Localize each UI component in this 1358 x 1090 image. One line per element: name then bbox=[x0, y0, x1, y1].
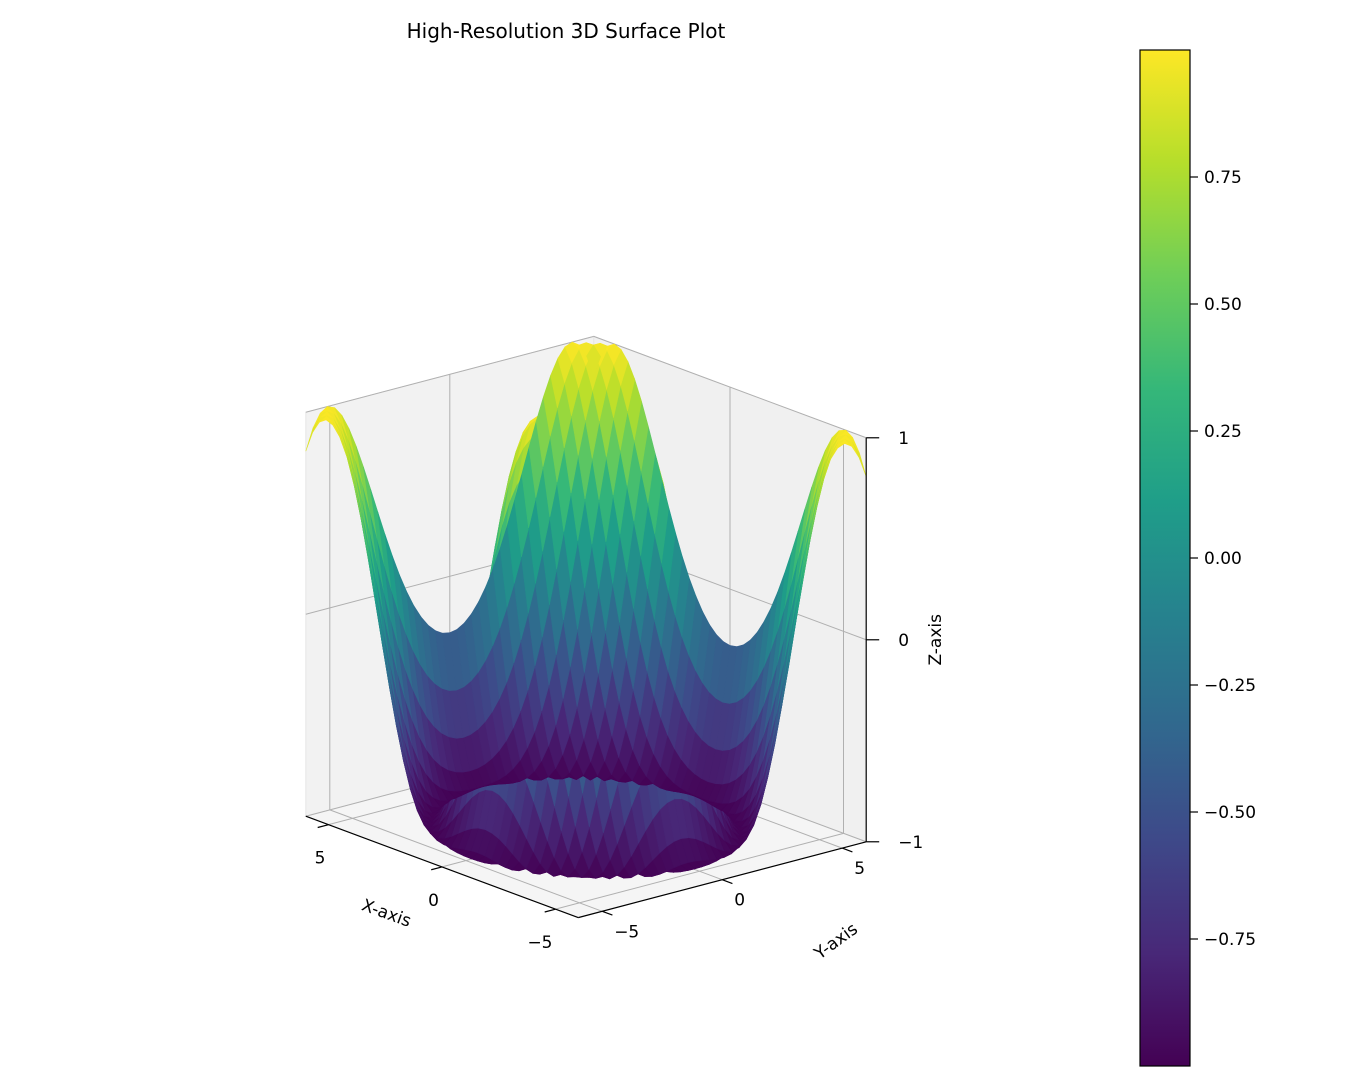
colorbar-tick-label: 0.25 bbox=[1204, 422, 1242, 442]
colorbar: −0.75 −0.50 −0.25 0.00 0.25 0.50 0.75 bbox=[1139, 49, 1256, 1067]
chart-title: High-Resolution 3D Surface Plot bbox=[407, 19, 726, 43]
z-tick-label: 1 bbox=[898, 429, 909, 449]
y-axis-title: Y-axis bbox=[810, 919, 862, 964]
y-tick bbox=[721, 879, 733, 885]
y-tick bbox=[841, 847, 853, 853]
x-tick-label: −5 bbox=[527, 933, 552, 953]
y-tick bbox=[601, 910, 613, 916]
grid-line bbox=[329, 809, 603, 912]
axes-lines bbox=[305, 437, 880, 919]
x-tick bbox=[317, 824, 329, 829]
surface-mesh bbox=[305, 341, 867, 880]
x-axis-title: X-axis bbox=[359, 896, 414, 932]
z-axis-title: Z-axis bbox=[926, 614, 946, 666]
colorbar-gradient bbox=[1139, 49, 1191, 1067]
y-tick-label: −5 bbox=[614, 922, 639, 942]
colorbar-tick-label: −0.75 bbox=[1204, 930, 1256, 950]
grid-line bbox=[593, 335, 867, 439]
y-tick-label: 0 bbox=[734, 891, 745, 911]
colorbar-tick-label: −0.25 bbox=[1204, 676, 1256, 696]
grid-line bbox=[305, 335, 594, 413]
colorbar-tick-label: −0.50 bbox=[1204, 803, 1256, 823]
z-tick-label: 0 bbox=[898, 631, 909, 651]
surface-patch bbox=[586, 344, 601, 377]
y-tick-label: 5 bbox=[854, 859, 865, 879]
x-tick bbox=[431, 866, 443, 871]
x-tick-label: 0 bbox=[428, 891, 439, 911]
colorbar-tick-label: 0.75 bbox=[1204, 168, 1242, 188]
x-tick bbox=[544, 908, 556, 913]
x-tick-label: 5 bbox=[315, 849, 326, 869]
z-tick-label: −1 bbox=[898, 833, 923, 853]
colorbar-tick-label: 0.00 bbox=[1204, 549, 1242, 569]
colorbar-tick-label: 0.50 bbox=[1204, 295, 1242, 315]
